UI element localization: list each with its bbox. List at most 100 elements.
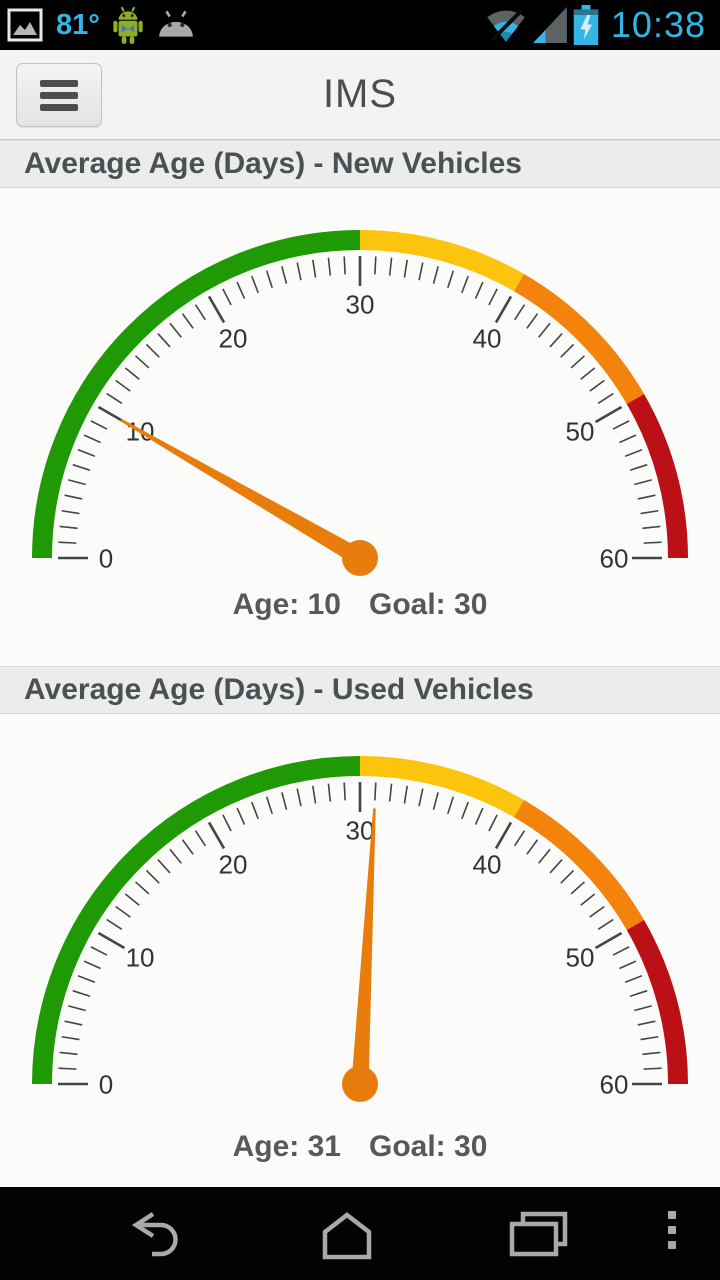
gauge-minor-tick — [589, 905, 605, 918]
gauge-minor-tick — [157, 859, 171, 874]
gauge-minor-tick — [135, 355, 150, 369]
gauge-minor-tick — [403, 785, 409, 804]
gauge-minor-tick — [236, 807, 246, 825]
goal-value: Goal: 30 — [369, 1130, 488, 1163]
gauge-minor-tick — [637, 1020, 656, 1026]
recents-button[interactable] — [442, 1187, 633, 1280]
gauge-minor-tick — [488, 814, 498, 832]
gauge-minor-tick — [343, 782, 346, 801]
home-icon — [322, 1211, 371, 1259]
gauge-minor-tick — [418, 788, 424, 807]
gauge-minor-tick — [474, 281, 484, 299]
age-value: Age: 31 — [232, 1130, 341, 1163]
gallery-icon — [7, 8, 43, 42]
gauge-minor-tick — [640, 509, 659, 515]
gauge-minor-tick — [374, 256, 377, 275]
gauge-minor-tick — [58, 541, 77, 544]
status-bar-system-icons: 10:38 — [485, 4, 714, 46]
gauge-minor-tick — [526, 313, 539, 329]
gauge-minor-tick — [549, 333, 563, 348]
gauge-minor-tick — [59, 525, 78, 530]
gauge-minor-tick — [640, 1035, 659, 1041]
gauge-major-tick — [594, 931, 623, 950]
gauge-minor-tick — [124, 367, 140, 380]
gauge-minor-tick — [461, 801, 469, 820]
gauge-tick-label: 50 — [566, 416, 595, 446]
gauge-minor-tick — [446, 270, 455, 289]
gauge-minor-tick — [64, 1020, 83, 1026]
gauge-minor-tick — [77, 975, 96, 983]
gauge-minor-tick — [61, 1035, 80, 1041]
gauge-minor-tick — [222, 288, 232, 306]
gauge-minor-tick — [157, 333, 171, 348]
gauge-minor-tick — [488, 288, 498, 306]
gauge-major-tick — [207, 821, 226, 850]
gauge-minor-tick — [281, 266, 288, 284]
gauge-tick-label: 40 — [473, 323, 502, 353]
gauge-minor-tick — [106, 918, 123, 930]
age-value: Age: 10 — [232, 588, 341, 621]
gauge-minor-tick — [181, 839, 194, 855]
gauge-minor-tick — [296, 788, 302, 807]
gauge-arc-segment — [513, 273, 645, 405]
section-header-new-vehicles: Average Age (Days) - New Vehicles — [0, 140, 720, 188]
gauge-minor-tick — [311, 259, 317, 278]
gauge-tick-label: 0 — [99, 1069, 113, 1099]
gauge-minor-tick — [570, 355, 585, 369]
gauge-minor-tick — [560, 869, 575, 884]
gauge-minor-tick — [90, 946, 108, 956]
home-button[interactable] — [251, 1187, 442, 1280]
gauge-arc-segment — [32, 230, 361, 559]
gauge-minor-tick — [619, 960, 637, 970]
gauge-minor-tick — [374, 782, 377, 801]
hamburger-menu-button[interactable] — [16, 63, 102, 127]
gauge-minor-tick — [343, 256, 346, 275]
gauge-major-tick — [207, 295, 226, 324]
gauge-minor-tick — [115, 379, 131, 392]
gauge-minor-tick — [68, 479, 86, 486]
gauge-minor-tick — [169, 848, 182, 864]
gauge-minor-tick — [106, 392, 123, 404]
gauge-minor-tick — [624, 449, 643, 457]
gauge-tick-label: 10 — [126, 942, 155, 972]
gauge-minor-tick — [643, 1067, 662, 1070]
battery-charging-icon — [573, 5, 599, 45]
gauge-tick-label: 60 — [600, 1069, 629, 1099]
gauge-minor-tick — [549, 859, 563, 874]
gauge-arc-segment — [626, 394, 688, 559]
gauge-minor-tick — [115, 905, 131, 918]
gauge-minor-tick — [124, 893, 140, 906]
gauge-minor-tick — [222, 814, 232, 832]
gauge-minor-tick — [61, 509, 80, 515]
gauge-minor-tick — [135, 881, 150, 895]
gauge-value-line: Age: 31 Goal: 30 — [0, 1114, 720, 1163]
overflow-menu-button[interactable] — [634, 1187, 710, 1280]
gauge-major-tick — [494, 295, 513, 324]
gauge-arc-segment — [32, 756, 361, 1085]
gauge-tick-label: 20 — [219, 323, 248, 353]
cell-signal-icon — [533, 7, 567, 43]
gauge-minor-tick — [538, 322, 551, 338]
gauge-minor-tick — [311, 785, 317, 804]
gauge-needle-hub — [342, 540, 378, 576]
temperature-text: 81° — [56, 8, 100, 41]
gauge-minor-tick — [634, 479, 652, 486]
gauge-minor-tick — [169, 322, 182, 338]
gauge-arc-segment — [513, 799, 645, 931]
gauge-minor-tick — [597, 918, 614, 930]
back-button[interactable] — [60, 1187, 251, 1280]
gauge-tick-label: 30 — [346, 815, 375, 845]
gauge-minor-tick — [597, 392, 614, 404]
gauge-minor-tick — [403, 259, 409, 278]
gauge-minor-tick — [251, 801, 259, 820]
gauge-arc-segment — [626, 920, 688, 1085]
gauge-minor-tick — [64, 494, 83, 500]
gauge-minor-tick — [296, 262, 302, 281]
gauge-minor-tick — [281, 792, 288, 810]
gauge-minor-tick — [526, 839, 539, 855]
gauge-minor-tick — [580, 367, 596, 380]
section-title: Average Age (Days) - New Vehicles — [24, 147, 522, 180]
gauge-minor-tick — [560, 343, 575, 358]
clock-text: 10:38 — [610, 4, 706, 45]
